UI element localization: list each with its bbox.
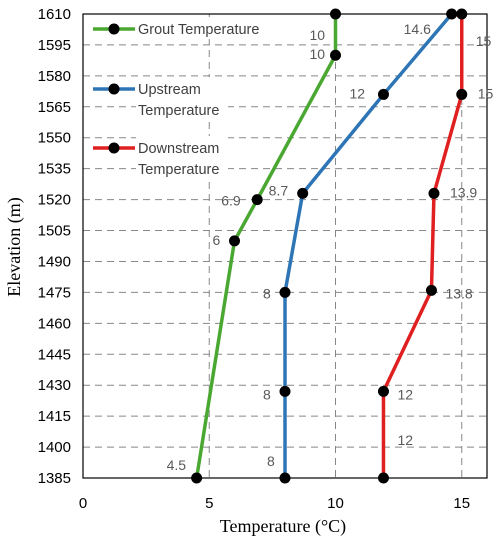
data-point [425, 284, 437, 296]
data-label: 15 [478, 85, 494, 101]
series-line [381, 14, 464, 478]
data-point [446, 8, 458, 20]
data-point [377, 88, 389, 100]
legend-label: Temperature [138, 162, 219, 178]
data-label: 15 [476, 33, 492, 49]
y-tick-label: 1445 [38, 346, 71, 363]
y-tick-label: 1520 [38, 192, 71, 209]
series-layer [191, 8, 468, 484]
data-label: 6.9 [221, 193, 241, 209]
data-label: 8 [263, 285, 271, 301]
x-axis-title: Temperature (°C) [220, 516, 346, 537]
data-label-layer: 4.5 6 6.9 10 10 8 8 8 8.7 12 14.6 12 12 13.8 13.9 15 15 [167, 21, 494, 473]
y-tick-label: 1565 [38, 99, 71, 116]
legend: Grout TemperatureUpstreamTemperatureDown… [93, 17, 274, 180]
data-point [191, 472, 203, 484]
y-tick-label: 1550 [38, 130, 71, 147]
data-label: 12 [349, 85, 365, 101]
y-tick-label: 1580 [38, 68, 71, 85]
data-label: 6 [213, 232, 221, 248]
legend-label: Grout Temperature [138, 22, 259, 38]
y-tick-label: 1610 [38, 6, 71, 23]
y-tick-label: 1490 [38, 253, 71, 270]
data-label: 13.9 [450, 184, 477, 200]
data-label: 10 [310, 46, 326, 62]
legend-entry: Downstream Temperature [93, 136, 228, 180]
legend-label: Downstream [138, 141, 219, 157]
data-point [297, 187, 309, 199]
y-tick-label: 1415 [38, 408, 71, 425]
legend-label: Upstream [138, 82, 201, 98]
legend-label: Temperature [138, 103, 219, 119]
y-tick-label: 1460 [38, 315, 71, 332]
y-tick-label: 1475 [38, 284, 71, 301]
data-point [330, 49, 341, 61]
data-point [279, 472, 291, 484]
y-tick-label: 1505 [38, 223, 71, 240]
data-label: 8.7 [269, 182, 289, 198]
y-tick-label: 1430 [38, 377, 71, 394]
legend-swatch-marker [108, 83, 120, 95]
legend-label-bg [136, 77, 228, 121]
data-point [456, 88, 468, 100]
data-point [229, 235, 240, 247]
x-tick-label: 5 [205, 495, 213, 512]
data-point [251, 194, 263, 206]
legend-swatch-marker [108, 142, 120, 154]
data-point [377, 472, 389, 484]
data-point [456, 8, 468, 20]
data-label: 8 [267, 453, 275, 469]
y-tick-label: 1385 [38, 470, 71, 487]
data-label: 4.5 [167, 457, 187, 473]
y-axis-title: Elevation (m) [4, 197, 25, 296]
data-label: 10 [310, 27, 326, 43]
data-label: 13.8 [445, 285, 472, 301]
data-point [279, 286, 291, 298]
legend-swatch-marker [108, 23, 120, 35]
legend-label-bg [136, 17, 274, 39]
legend-entry: Grout Temperature [93, 17, 274, 39]
axis-layer: 1385140014151430144514601475149015051520… [38, 6, 488, 512]
y-tick-label: 1595 [38, 37, 71, 54]
x-tick-label: 10 [327, 495, 344, 512]
y-tick-label: 1400 [38, 439, 71, 456]
legend-label-bg [136, 136, 228, 180]
data-label: 14.6 [404, 21, 431, 37]
data-label: 8 [263, 386, 271, 402]
data-point [279, 385, 291, 397]
data-label: 12 [397, 432, 413, 448]
y-tick-label: 1535 [38, 161, 71, 178]
legend-entry: Upstream Temperature [93, 77, 228, 121]
x-tick-label: 0 [79, 495, 87, 512]
series-line [283, 12, 453, 478]
data-label: 12 [397, 386, 413, 402]
data-point [377, 385, 389, 397]
data-point [330, 8, 341, 20]
data-point [428, 187, 440, 199]
x-tick-label: 15 [453, 495, 470, 512]
